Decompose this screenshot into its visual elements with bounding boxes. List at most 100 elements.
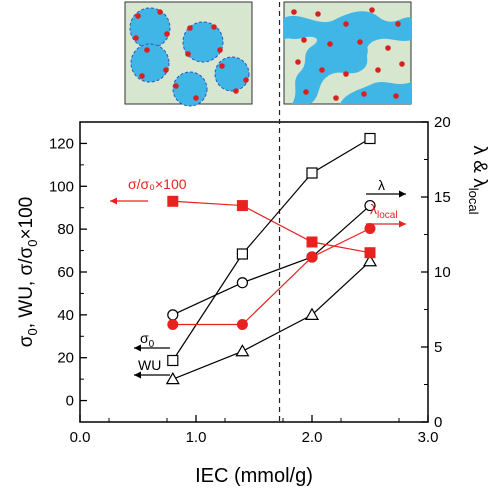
x-tick-label: 1.0: [186, 429, 207, 446]
ion-dot: [233, 88, 239, 94]
x-tick-label: 2.0: [302, 429, 323, 446]
ion-dot: [193, 95, 199, 101]
ion-dot: [291, 9, 297, 15]
ion-dot: [327, 41, 333, 47]
data-point-circle: [364, 199, 376, 212]
data-point-filled-square: [167, 195, 179, 207]
annotation-arrowhead-lambda: [399, 190, 406, 198]
ionic-cluster: [172, 71, 208, 107]
annotation-label-ratio: σ/σ₀×100: [128, 176, 187, 192]
ion-dot: [187, 25, 193, 31]
left-axis-label: σ0, WU, σ/σ0×100: [16, 197, 40, 348]
data-point-square: [167, 354, 179, 367]
data-point-triangle: [304, 307, 320, 320]
left-tick-label: 60: [57, 264, 74, 281]
x-tick-label: 0.0: [70, 429, 91, 446]
ion-dot: [301, 37, 307, 43]
ion-dot: [185, 51, 191, 57]
ion-dot: [361, 91, 367, 97]
annotation-arrowhead-wu: [134, 371, 141, 379]
ion-dot: [139, 73, 145, 79]
ion-dot: [133, 35, 139, 41]
data-point-triangle: [165, 371, 180, 385]
ion-dot: [219, 63, 225, 69]
data-point-circle: [236, 277, 248, 289]
annotation-label-sigma0: σ0: [140, 330, 155, 350]
data-point-filled-circle: [236, 319, 248, 330]
data-point-square: [306, 167, 318, 179]
right-tick-label: 5: [434, 339, 442, 356]
data-point-filled-square: [236, 200, 248, 212]
ionic-cluster: [130, 43, 170, 83]
ion-dot: [343, 71, 349, 77]
left-tick-label: 40: [57, 307, 74, 324]
ionic-cluster: [182, 21, 224, 63]
x-tick-label: 3.0: [418, 429, 439, 446]
ion-dot: [343, 21, 349, 27]
inset-connected-channels: [283, 1, 412, 105]
right-tick-label: 10: [434, 264, 451, 281]
ion-dot: [375, 67, 381, 73]
ion-dot: [157, 9, 163, 15]
x-axis-label: IEC (mmol/g): [195, 465, 313, 487]
data-point-filled-square: [306, 236, 318, 248]
ion-dot: [144, 47, 150, 53]
annotation-label-lambda: λ: [378, 177, 385, 193]
left-axis-ticks: 0 20 40 60 80 100 120: [49, 121, 87, 410]
ionic-channel-lower: [340, 82, 411, 104]
ion-dot: [385, 45, 391, 51]
annotation-arrowhead-ratio: [110, 197, 117, 205]
data-point-square: [236, 248, 248, 260]
ion-dot: [319, 67, 325, 73]
ion-dot: [243, 77, 249, 83]
ion-dot: [135, 13, 141, 19]
ion-dot: [303, 89, 309, 95]
ion-dot: [211, 24, 217, 30]
plot-frame: [79, 121, 429, 423]
data-point-filled-circle: [167, 319, 179, 330]
left-tick-label: 0: [66, 393, 74, 410]
annotation-layer: σ/σ₀×100 λ λlocal σ0 WU: [110, 176, 406, 379]
ion-dot: [295, 59, 301, 65]
ion-dot: [395, 21, 401, 27]
left-tick-label: 80: [57, 221, 74, 238]
ionic-channel-main: [284, 11, 411, 104]
series-layer: [165, 132, 378, 385]
ion-dot: [393, 93, 399, 99]
ionic-cluster: [129, 7, 171, 49]
left-tick-label: 20: [57, 350, 74, 367]
right-tick-label: 0: [434, 414, 442, 431]
ion-dot: [399, 61, 405, 67]
data-point-square: [364, 132, 376, 145]
right-tick-label: 15: [434, 189, 451, 206]
data-point-filled-circle: [364, 223, 376, 234]
annotation-arrowhead-sigma0: [134, 344, 141, 352]
x-axis-ticks: 0.0 1.0 2.0 3.0: [70, 415, 439, 446]
ionic-channel-pocket: [345, 39, 368, 63]
inset-isolated-clusters: [124, 1, 253, 107]
data-point-triangle: [235, 344, 250, 357]
ion-dot: [333, 95, 339, 101]
ion-dot: [163, 67, 169, 73]
ion-dot: [357, 39, 363, 45]
right-axis-label: λ & λlocal: [466, 146, 490, 215]
ion-dot: [217, 47, 223, 53]
annotation-label-wu: WU: [138, 357, 161, 373]
data-point-filled-square: [364, 247, 376, 259]
ionic-cluster: [214, 56, 250, 92]
series-line-0: [172, 205, 371, 316]
series-line-4: [172, 227, 371, 326]
left-tick-label: 100: [49, 178, 74, 195]
left-tick-label: 120: [49, 135, 74, 152]
annotation-label-lambda-local: λlocal: [370, 201, 398, 221]
ion-dot: [173, 83, 179, 89]
data-point-triangle: [362, 254, 378, 267]
series-line-1: [172, 260, 371, 380]
series-line-3: [172, 137, 371, 361]
ion-dot: [315, 11, 321, 17]
data-point-filled-circle: [306, 251, 318, 263]
series-line-2: [172, 200, 371, 254]
annotation-arrowhead-lambda-local: [399, 220, 406, 228]
